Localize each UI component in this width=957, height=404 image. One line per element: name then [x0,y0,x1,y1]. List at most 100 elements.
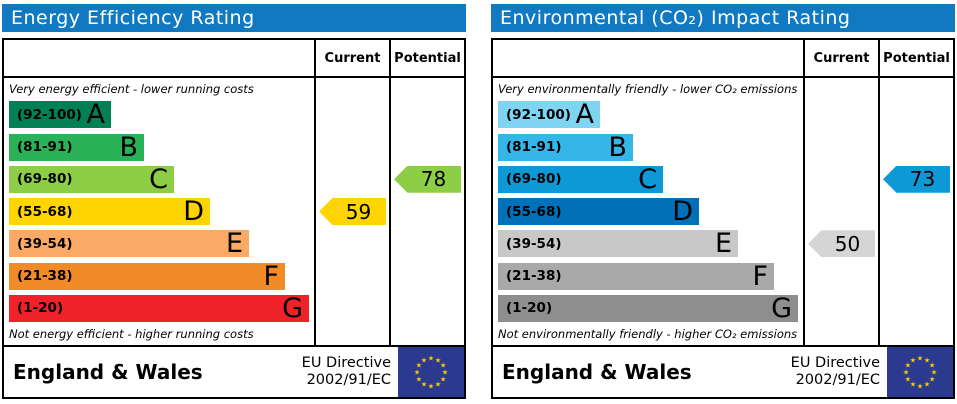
svg-text:★: ★ [428,383,434,391]
svg-text:★: ★ [421,356,427,364]
potential-rating-value: 78 [420,167,447,192]
svg-text:★: ★ [435,356,441,364]
svg-text:★: ★ [435,381,441,389]
band-range: (81-91) [17,139,73,155]
svg-text:★: ★ [929,376,935,384]
current-rating-arrow: 50 [808,230,875,258]
band-range: (21-38) [506,268,562,284]
bands-column: Very energy efficient - lower running co… [4,78,314,345]
chart-body: Very energy efficient - lower running co… [4,78,464,345]
band-range: (69-80) [17,171,73,188]
band-row-b: (81-91) B [498,131,633,163]
band-row-f: (21-38) F [9,260,285,292]
svg-text:★: ★ [421,381,427,389]
band-range: (92-100) [17,106,82,123]
eu-flag-icon: ★ ★★ ★★★ ★★★ ★★★ [398,347,464,397]
current-rating-value: 59 [345,199,372,224]
current-column-header: Current [314,40,389,76]
panel-footer: England & Wales EU Directive 2002/91/EC … [4,345,464,397]
svg-text:★: ★ [416,362,422,370]
potential-column: 73 [878,78,953,345]
band-range: (69-80) [506,171,562,188]
band-range: (21-38) [17,268,73,284]
band-grade: G [282,292,303,324]
band-grade: E [225,228,243,260]
svg-text:★: ★ [905,376,911,384]
panel-title: Energy Efficiency Rating [2,4,466,32]
band-grade: D [672,196,693,227]
top-note: Very environmentally friendly - lower CO… [498,82,798,96]
header-spacer-cell [4,40,314,76]
svg-text:★: ★ [440,362,446,370]
potential-column-header: Potential [878,40,953,76]
band-row-e: (39-54) E [498,228,738,260]
panel-footer: England & Wales EU Directive 2002/91/EC … [493,345,953,397]
potential-column-header: Potential [389,40,464,76]
eu-directive-label: EU Directive 2002/91/EC [790,354,880,388]
band-row-g: (1-20) G [9,292,309,324]
current-rating-value: 50 [834,231,861,256]
band-range: (1-20) [506,300,553,317]
svg-text:★: ★ [905,362,911,370]
svg-text:★: ★ [924,381,930,389]
band-grade: B [608,131,627,163]
current-column-header: Current [803,40,878,76]
band-range: (92-100) [506,106,571,123]
band-row-d: (55-68) D [498,198,699,225]
band-row-c: (69-80) C [498,163,663,195]
energy-efficiency-panel: Energy Efficiency Rating Current Potenti… [2,4,466,399]
band-row-d: (55-68) D [9,198,210,225]
band-grade: C [638,163,657,195]
svg-text:★: ★ [917,383,923,391]
svg-text:★: ★ [440,376,446,384]
current-rating-arrow: 59 [319,198,386,225]
band-row-g: (1-20) G [498,292,798,324]
svg-text:★: ★ [910,356,916,364]
column-header-row: Current Potential [4,40,464,78]
band-row-a: (92-100) A [9,99,111,131]
bottom-note: Not environmentally friendly - higher CO… [498,327,798,341]
band-range: (55-68) [17,203,73,220]
current-column: 59 [314,78,389,345]
band-range: (1-20) [17,300,64,317]
panel-title: Environmental (CO₂) Impact Rating [491,4,955,32]
band-row-a: (92-100) A [498,99,600,131]
band-range: (39-54) [506,235,562,252]
band-grade: D [183,196,204,227]
svg-text:★: ★ [910,381,916,389]
band-range: (39-54) [17,235,73,252]
header-spacer-cell [493,40,803,76]
region-label: England & Wales [502,360,692,384]
band-grade: A [575,99,594,131]
svg-text:★: ★ [931,369,937,377]
band-grade: E [714,228,732,260]
potential-column: 78 [389,78,464,345]
svg-text:★: ★ [917,355,923,363]
band-grade: B [119,131,138,163]
co2-impact-panel: Environmental (CO₂) Impact Rating Curren… [491,4,955,399]
bottom-note: Not energy efficient - higher running co… [9,327,254,341]
band-row-c: (69-80) C [9,165,174,193]
potential-rating-arrow: 78 [394,165,461,193]
band-row-f: (21-38) F [498,260,774,292]
eu-flag-icon: ★ ★★ ★★★ ★★★ ★★★ [887,347,953,397]
band-grade: F [263,260,279,292]
column-header-row: Current Potential [493,40,953,78]
band-grade: G [771,292,792,324]
band-range: (55-68) [506,203,562,220]
band-grade: F [752,260,768,292]
svg-text:★: ★ [924,356,930,364]
region-label: England & Wales [13,360,203,384]
band-grade: A [86,99,105,131]
top-note: Very energy efficient - lower running co… [9,82,254,96]
band-row-b: (81-91) B [9,131,144,163]
svg-text:★: ★ [416,376,422,384]
eu-directive-label: EU Directive 2002/91/EC [301,354,391,388]
current-column: 50 [803,78,878,345]
svg-text:★: ★ [428,355,434,363]
rating-table: Current Potential Very energy efficient … [2,38,466,399]
band-row-e: (39-54) E [9,228,249,260]
potential-rating-value: 73 [909,167,936,192]
svg-text:★: ★ [414,369,420,377]
